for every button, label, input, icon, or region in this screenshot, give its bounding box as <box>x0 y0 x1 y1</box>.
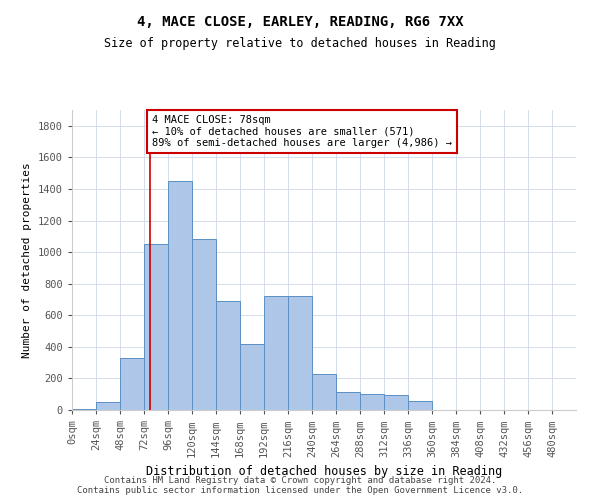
Bar <box>168 181 192 410</box>
Text: Contains HM Land Registry data © Crown copyright and database right 2024.
Contai: Contains HM Land Registry data © Crown c… <box>77 476 523 495</box>
Bar <box>120 358 144 410</box>
Bar <box>192 240 216 410</box>
Bar <box>336 392 360 410</box>
Bar <box>384 395 408 410</box>
Bar <box>312 374 336 410</box>
Text: Size of property relative to detached houses in Reading: Size of property relative to detached ho… <box>104 38 496 51</box>
Bar <box>360 394 384 410</box>
Bar <box>216 301 240 410</box>
Y-axis label: Number of detached properties: Number of detached properties <box>22 162 32 358</box>
Text: 4 MACE CLOSE: 78sqm
← 10% of detached houses are smaller (571)
89% of semi-detac: 4 MACE CLOSE: 78sqm ← 10% of detached ho… <box>152 114 452 148</box>
Bar <box>408 400 432 410</box>
Text: 4, MACE CLOSE, EARLEY, READING, RG6 7XX: 4, MACE CLOSE, EARLEY, READING, RG6 7XX <box>137 15 463 29</box>
Bar <box>288 296 312 410</box>
Bar <box>72 409 96 410</box>
Bar <box>264 296 288 410</box>
X-axis label: Distribution of detached houses by size in Reading: Distribution of detached houses by size … <box>146 465 502 478</box>
Bar <box>240 344 264 410</box>
Bar <box>96 402 120 410</box>
Bar <box>144 244 168 410</box>
